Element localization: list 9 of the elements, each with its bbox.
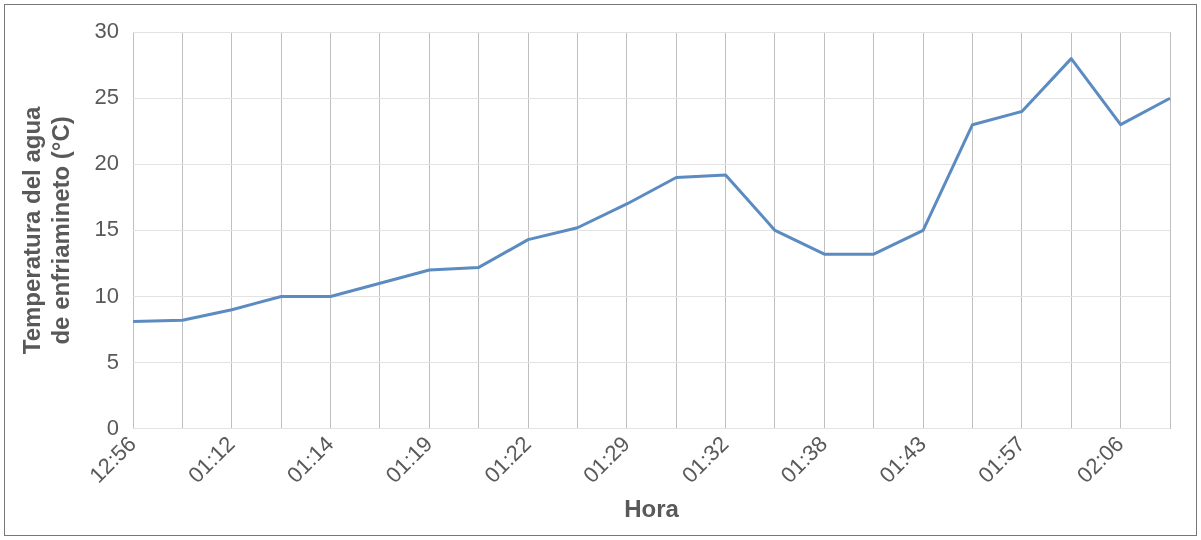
y-tick-label: 10 — [94, 282, 120, 308]
y-tick-label: 5 — [106, 348, 120, 374]
y-tick-label: 30 — [94, 18, 120, 44]
y-tick-label: 15 — [94, 216, 120, 242]
x-axis-title: Hora — [624, 495, 680, 523]
y-axis-title: Temperatura del agua de enfriamineto (°C) — [18, 105, 74, 355]
y-tick-label: 20 — [94, 150, 120, 176]
y-tick-label: 0 — [106, 414, 120, 440]
y-tick-label: 25 — [94, 84, 120, 110]
